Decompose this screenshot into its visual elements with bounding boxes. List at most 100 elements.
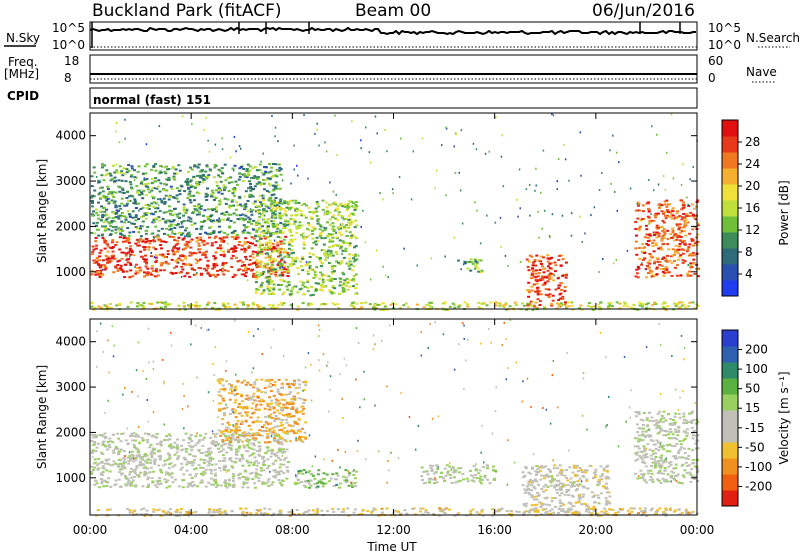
data-point bbox=[663, 203, 667, 206]
data-point bbox=[292, 432, 296, 435]
data-point bbox=[391, 302, 395, 304]
data-point bbox=[339, 281, 342, 283]
data-point bbox=[219, 434, 222, 437]
data-point bbox=[540, 265, 544, 268]
data-point bbox=[266, 228, 270, 231]
data-point bbox=[553, 484, 557, 487]
data-point bbox=[259, 293, 263, 296]
data-point bbox=[279, 463, 283, 466]
data-point bbox=[531, 261, 535, 264]
data-point bbox=[133, 202, 137, 205]
data-point bbox=[265, 232, 269, 235]
data-point bbox=[201, 239, 205, 242]
data-point bbox=[142, 307, 146, 309]
data-point bbox=[562, 485, 566, 488]
data-point bbox=[232, 432, 236, 435]
data-point bbox=[236, 260, 240, 263]
data-point bbox=[263, 246, 267, 249]
data-point bbox=[223, 412, 226, 414]
data-point bbox=[273, 384, 277, 387]
data-point bbox=[258, 305, 262, 308]
data-point bbox=[249, 210, 253, 213]
data-point bbox=[292, 223, 296, 225]
data-point bbox=[673, 260, 676, 262]
data-point bbox=[251, 434, 255, 437]
data-point bbox=[152, 219, 156, 222]
data-point bbox=[240, 422, 244, 425]
data-point bbox=[177, 164, 181, 167]
data-point bbox=[229, 438, 233, 441]
data-point bbox=[277, 163, 281, 166]
data-point bbox=[283, 439, 287, 442]
data-point bbox=[168, 195, 172, 198]
data-point bbox=[221, 408, 224, 410]
data-point bbox=[182, 237, 186, 240]
data-point bbox=[241, 434, 245, 437]
data-point bbox=[252, 177, 256, 180]
data-point bbox=[199, 274, 203, 276]
data-point bbox=[681, 252, 685, 255]
data-point bbox=[530, 285, 534, 288]
data-point bbox=[323, 228, 327, 231]
data-point bbox=[665, 268, 669, 271]
data-point bbox=[679, 254, 683, 257]
data-point bbox=[136, 244, 140, 247]
data-point bbox=[285, 432, 289, 435]
data-point bbox=[289, 238, 293, 241]
data-point bbox=[297, 472, 301, 475]
data-point bbox=[320, 273, 324, 276]
data-point bbox=[232, 221, 236, 224]
data-point bbox=[180, 225, 184, 228]
data-point bbox=[126, 210, 130, 213]
data-point bbox=[270, 268, 274, 271]
data-point bbox=[206, 175, 209, 178]
data-point bbox=[599, 301, 603, 304]
data-point bbox=[219, 402, 223, 405]
data-point bbox=[184, 458, 188, 461]
noise-point bbox=[670, 113, 673, 116]
data-point bbox=[543, 305, 546, 308]
data-point bbox=[232, 475, 236, 478]
data-point bbox=[296, 267, 300, 270]
data-point bbox=[466, 303, 470, 306]
data-point bbox=[218, 459, 222, 462]
data-point bbox=[373, 304, 377, 306]
data-point bbox=[311, 237, 315, 240]
data-point bbox=[187, 241, 191, 244]
data-point bbox=[238, 259, 242, 262]
data-point bbox=[344, 247, 348, 250]
data-point bbox=[134, 484, 138, 487]
data-point bbox=[566, 484, 570, 487]
data-point bbox=[243, 435, 247, 438]
data-point bbox=[502, 306, 506, 308]
data-point bbox=[159, 306, 163, 309]
data-point bbox=[166, 479, 170, 482]
data-point bbox=[101, 435, 105, 438]
data-point bbox=[175, 247, 179, 250]
data-point bbox=[92, 210, 95, 213]
data-point bbox=[150, 456, 154, 459]
data-point bbox=[176, 239, 179, 242]
noise-point bbox=[178, 247, 181, 250]
data-point bbox=[246, 210, 250, 213]
nsky-bottom-tick: 10^0 bbox=[52, 38, 85, 52]
data-point bbox=[222, 302, 225, 305]
data-point bbox=[119, 228, 123, 231]
data-point bbox=[224, 435, 227, 438]
data-point bbox=[282, 238, 286, 241]
data-point bbox=[93, 483, 97, 486]
data-point bbox=[109, 225, 113, 228]
data-point bbox=[504, 308, 508, 311]
data-point bbox=[233, 237, 236, 240]
data-point bbox=[102, 206, 106, 209]
data-point bbox=[125, 202, 129, 205]
data-point bbox=[246, 478, 250, 481]
data-point bbox=[662, 234, 666, 237]
data-point bbox=[637, 204, 640, 207]
data-point bbox=[163, 202, 167, 205]
noise-point bbox=[548, 235, 551, 238]
data-point bbox=[577, 501, 581, 504]
data-point bbox=[220, 378, 224, 380]
data-point bbox=[306, 304, 310, 307]
data-point bbox=[683, 222, 687, 225]
